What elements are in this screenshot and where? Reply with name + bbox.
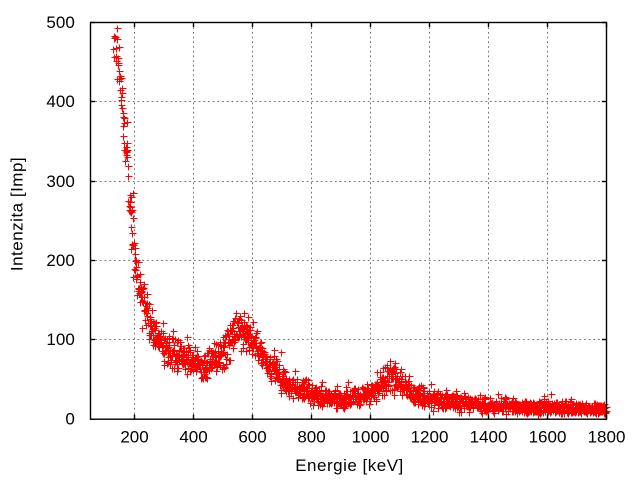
svg-text:400: 400 [46,92,74,111]
svg-text:400: 400 [179,427,207,446]
svg-text:1000: 1000 [352,427,390,446]
svg-text:300: 300 [46,172,74,191]
svg-text:100: 100 [46,330,74,349]
svg-text:Intenzita [Imp]: Intenzita [Imp] [8,157,27,271]
svg-text:200: 200 [120,427,148,446]
svg-text:Energie [keV]: Energie [keV] [295,456,404,475]
svg-text:500: 500 [46,13,74,32]
svg-text:0: 0 [65,410,74,429]
svg-text:600: 600 [238,427,266,446]
svg-text:800: 800 [297,427,325,446]
svg-text:200: 200 [46,251,74,270]
svg-text:1400: 1400 [470,427,508,446]
svg-text:1200: 1200 [411,427,449,446]
svg-text:1600: 1600 [529,427,567,446]
svg-text:1800: 1800 [588,427,626,446]
